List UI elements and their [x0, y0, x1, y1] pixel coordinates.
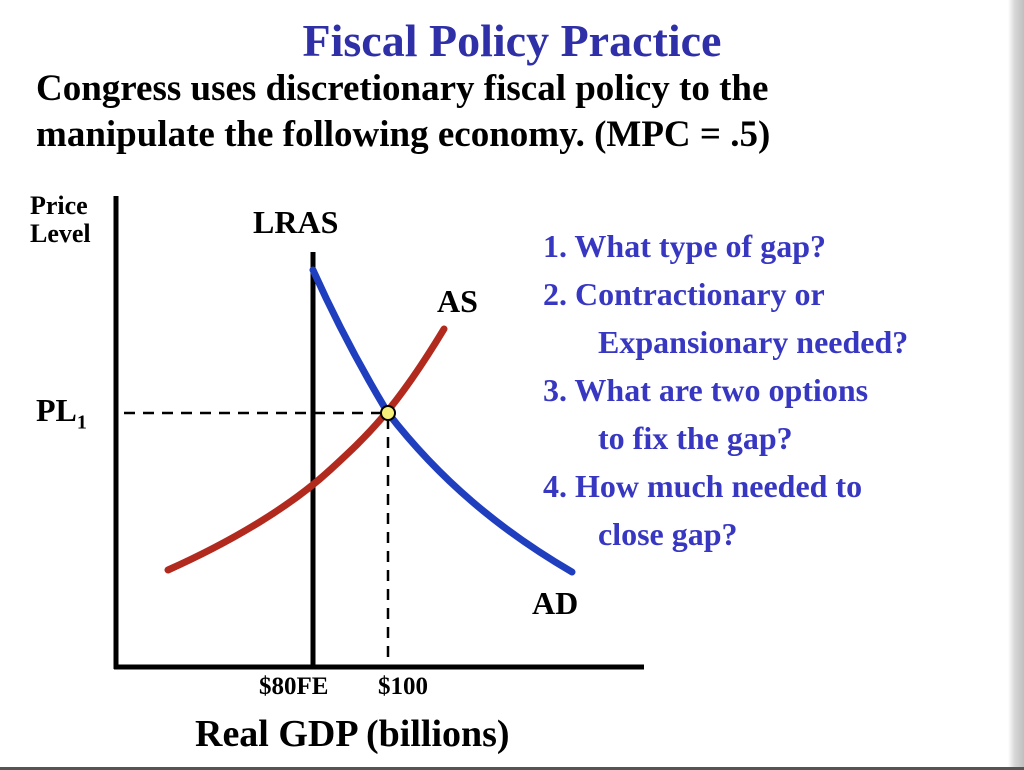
ad-label: AD: [532, 585, 579, 621]
question-2-line-2: Expansionary needed?: [598, 324, 909, 360]
slide-title: Fiscal Policy Practice: [302, 15, 722, 66]
pl-text: PL: [36, 392, 77, 428]
question-3-number: 3.: [543, 372, 567, 408]
question-4-number: 4.: [543, 468, 567, 504]
y-axis-label-line-1: Price: [30, 191, 88, 220]
x-axis-label: Real GDP (billions): [195, 713, 510, 755]
question-2: 2. Contractionary or: [543, 270, 1013, 318]
pl1-label: PL1: [36, 392, 87, 434]
ad-curve: [309, 266, 576, 576]
question-1-number: 1.: [543, 228, 567, 264]
question-list: 1. What type of gap? 2. Contractionary o…: [543, 222, 1013, 558]
question-3-line-2: to fix the gap?: [598, 420, 793, 456]
question-3: 3. What are two options: [543, 366, 1013, 414]
y-axis-label-line-2: Level: [30, 219, 91, 248]
question-3-line-1: What are two options: [574, 372, 869, 408]
slide-subtitle: Congress uses discretionary fiscal polic…: [36, 66, 976, 158]
question-4-line-1: How much needed to: [575, 468, 863, 504]
as-curve: [164, 325, 448, 574]
as-label: AS: [437, 283, 478, 319]
subtitle-line-1: Congress uses discretionary fiscal polic…: [36, 68, 769, 109]
question-1: 1. What type of gap?: [543, 222, 1013, 270]
subtitle-line-2: manipulate the following economy. (MPC =…: [36, 114, 771, 155]
lras-label: LRAS: [253, 204, 339, 240]
pl-subscript: 1: [76, 411, 87, 434]
question-1-line-1: What type of gap?: [574, 228, 826, 264]
tick-equilibrium-label: $100: [378, 673, 428, 700]
slide-right-edge: [1008, 0, 1024, 770]
question-4-line-2: close gap?: [598, 516, 738, 552]
question-2-line-1: Contractionary or: [575, 276, 825, 312]
tick-fe-label: $80FE: [259, 673, 329, 700]
equilibrium-point: [380, 405, 396, 421]
y-axis-label: Price Level: [30, 192, 91, 248]
question-4: 4. How much needed to: [543, 462, 1013, 510]
slide-bottom-edge: [0, 767, 1024, 770]
question-2-number: 2.: [543, 276, 567, 312]
